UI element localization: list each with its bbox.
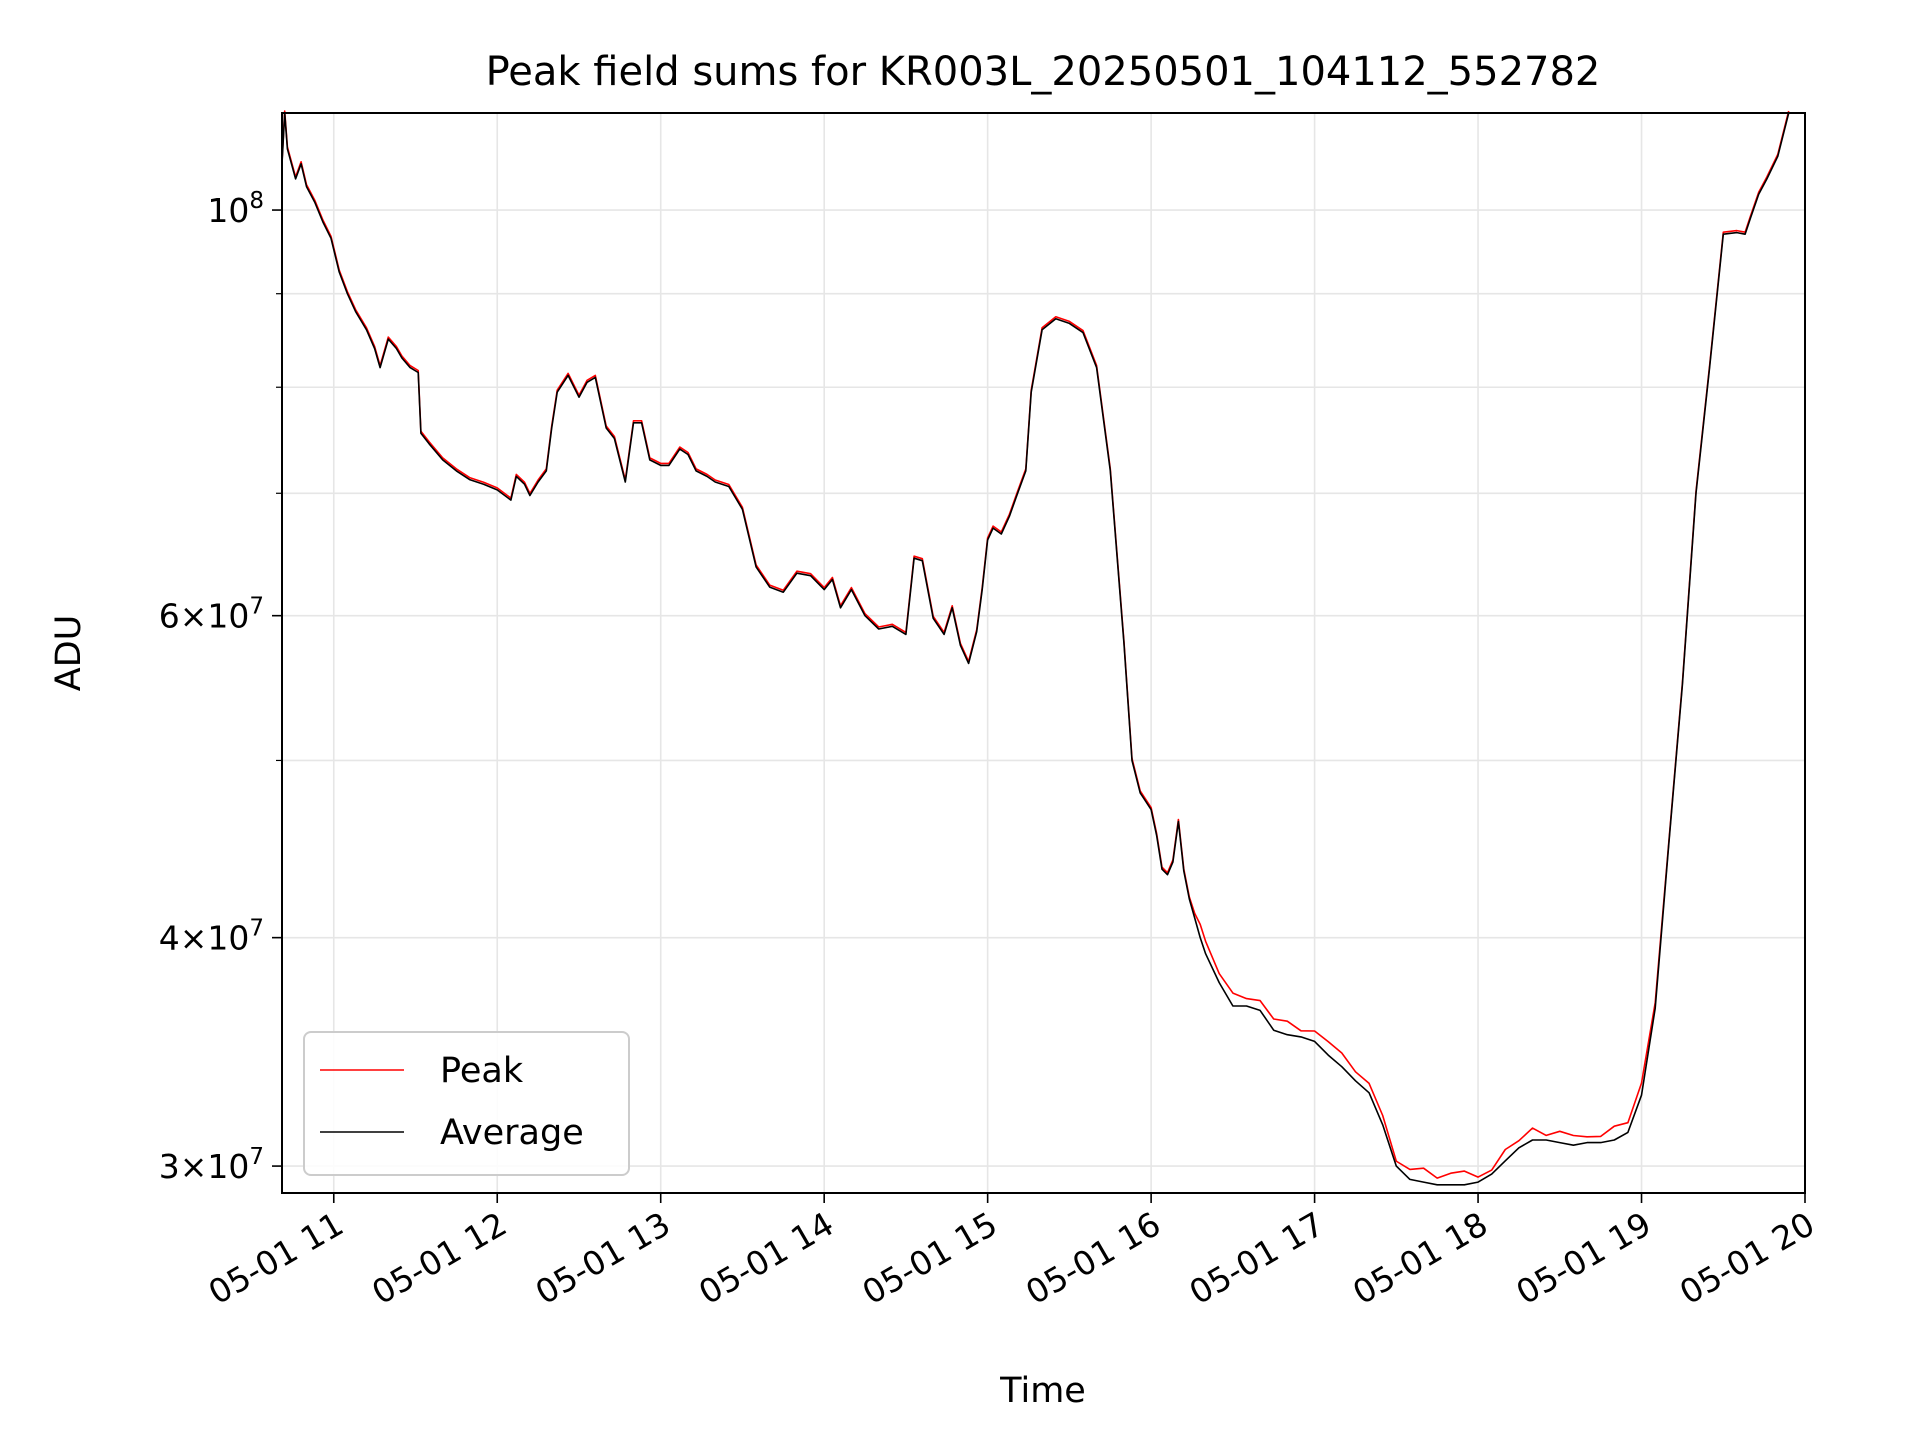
series-group <box>281 110 1790 1186</box>
chart-title: Peak field sums for KR003L_20250501_1041… <box>486 49 1601 95</box>
x-axis-label: Time <box>999 1371 1086 1411</box>
y-tick-label: 6×107 <box>159 594 264 636</box>
y-tick-label: 4×107 <box>159 916 264 958</box>
y-axis-label: ADU <box>49 615 89 692</box>
series-line-average <box>281 112 1790 1186</box>
legend-label-average: Average <box>440 1113 584 1153</box>
plot-frame <box>281 112 1806 1194</box>
legend: Peak Average <box>303 1031 630 1176</box>
y-tick-label: 3×107 <box>159 1144 264 1186</box>
legend-label-peak: Peak <box>440 1051 524 1091</box>
legend-box <box>303 1031 630 1176</box>
